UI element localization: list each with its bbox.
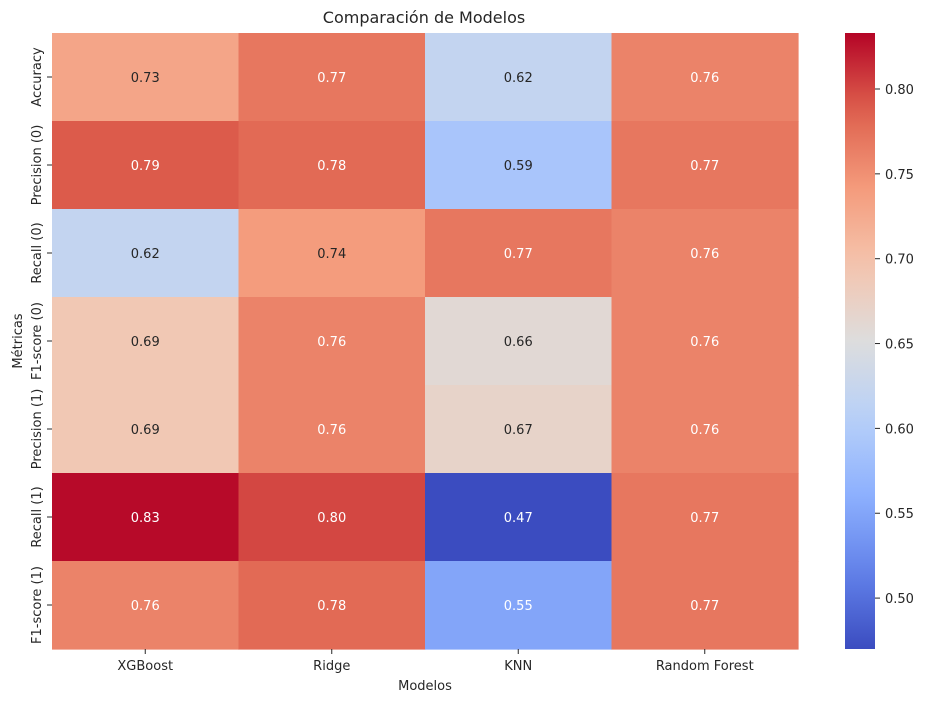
colorbar-tick-label: 0.80 <box>885 83 914 98</box>
cell-value-label: 0.62 <box>131 247 160 262</box>
heatmap-cell <box>611 385 799 474</box>
y-axis-ticks: Accuracy Precision (0) Recall (0) F1-score … <box>30 47 52 644</box>
y-axis-label: Métricas <box>11 313 26 368</box>
y-tick-label: Recall (1) <box>30 486 45 547</box>
heatmap-cell <box>611 121 799 210</box>
heatmap-cell <box>611 297 799 386</box>
cell-value-label: 0.79 <box>131 159 160 174</box>
heatmap-cell <box>52 385 240 474</box>
y-tick-label: F1-score (1) <box>30 566 45 644</box>
x-tick-label: Ridge <box>313 659 350 674</box>
colorbar-tick-label: 0.50 <box>885 592 914 607</box>
cell-value-label: 0.77 <box>504 247 533 262</box>
cell-value-label: 0.73 <box>131 71 160 86</box>
cell-value-label: 0.67 <box>504 423 533 438</box>
heatmap-cell <box>425 121 613 210</box>
cell-value-label: 0.74 <box>317 247 346 262</box>
cell-value-label: 0.80 <box>317 511 346 526</box>
heatmap-cell <box>238 385 426 474</box>
x-tick-label: KNN <box>504 659 532 674</box>
cell-value-label: 0.69 <box>131 423 160 438</box>
y-tick-label: Precision (1) <box>30 389 45 470</box>
x-tick-label: XGBoost <box>117 659 173 674</box>
heatmap-cell <box>238 473 426 562</box>
cell-value-label: 0.78 <box>317 599 346 614</box>
cell-value-label: 0.77 <box>690 599 719 614</box>
heatmap-cell <box>611 33 799 122</box>
cell-value-label: 0.77 <box>690 511 719 526</box>
cell-value-label: 0.76 <box>690 71 719 86</box>
chart-title: Comparación de Modelos <box>323 8 525 27</box>
colorbar <box>845 33 875 649</box>
cell-value-label: 0.77 <box>690 159 719 174</box>
heatmap-cell <box>611 209 799 298</box>
y-tick-label: Accuracy <box>30 47 45 107</box>
cell-value-label: 0.69 <box>131 335 160 350</box>
heatmap-cell <box>52 209 240 298</box>
heatmap-grid: 0.73 0.77 0.62 0.76 0.79 0.78 0.59 0.77 0.62 0.74… <box>52 33 799 650</box>
heatmap-cell <box>52 561 240 650</box>
cell-value-label: 0.76 <box>690 335 719 350</box>
heatmap-cell <box>425 209 613 298</box>
y-tick-label: F1-score (0) <box>30 302 45 380</box>
y-tick-label: Recall (0) <box>30 222 45 283</box>
heatmap-cell <box>52 121 240 210</box>
cell-value-label: 0.76 <box>317 423 346 438</box>
heatmap-cell <box>425 297 613 386</box>
heatmap-cell <box>425 33 613 122</box>
heatmap-cell <box>52 33 240 122</box>
cell-value-label: 0.76 <box>317 335 346 350</box>
x-tick-label: Random Forest <box>656 659 754 674</box>
heatmap-cell <box>238 33 426 122</box>
cell-value-label: 0.77 <box>317 71 346 86</box>
heatmap-cell <box>425 385 613 474</box>
colorbar-tick-label: 0.70 <box>885 253 914 268</box>
cell-value-label: 0.76 <box>690 423 719 438</box>
heatmap-cell <box>425 473 613 562</box>
heatmap-cell <box>52 297 240 386</box>
heatmap-cell <box>52 473 240 562</box>
heatmap-cell <box>425 561 613 650</box>
cell-value-label: 0.76 <box>690 247 719 262</box>
heatmap-cell <box>238 209 426 298</box>
colorbar-ticks: 0.50 0.55 0.60 0.65 0.70 0.75 0.80 <box>875 83 914 607</box>
cell-value-label: 0.83 <box>131 511 160 526</box>
cell-value-label: 0.76 <box>131 599 160 614</box>
colorbar-tick-label: 0.60 <box>885 422 914 437</box>
heatmap-cell <box>238 121 426 210</box>
x-axis-label: Modelos <box>398 679 452 694</box>
heatmap-cell <box>611 561 799 650</box>
heatmap-cell <box>611 473 799 562</box>
heatmap-cell <box>238 561 426 650</box>
cell-value-label: 0.47 <box>504 511 533 526</box>
heatmap-cell <box>238 297 426 386</box>
cell-value-label: 0.78 <box>317 159 346 174</box>
colorbar-tick-label: 0.55 <box>885 507 914 522</box>
cell-value-label: 0.59 <box>504 159 533 174</box>
x-axis-ticks: XGBoost Ridge KNN Random Forest <box>117 649 754 674</box>
colorbar-tick-label: 0.75 <box>885 168 914 183</box>
y-tick-label: Precision (0) <box>30 125 45 206</box>
cell-value-label: 0.66 <box>504 335 533 350</box>
cell-value-label: 0.55 <box>504 599 533 614</box>
cell-value-label: 0.62 <box>504 71 533 86</box>
colorbar-tick-label: 0.65 <box>885 338 914 353</box>
